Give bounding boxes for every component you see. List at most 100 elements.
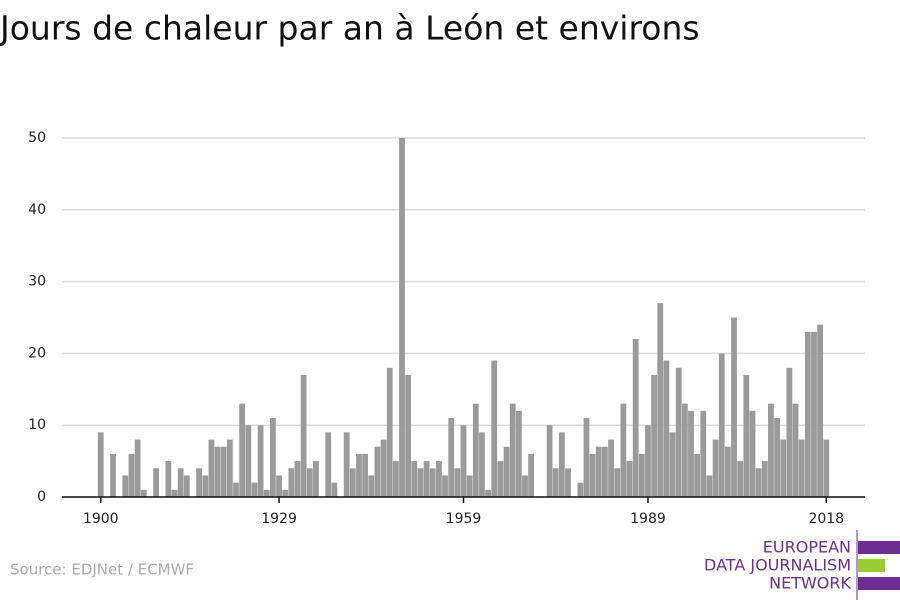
bar [356,453,362,497]
bar [368,475,375,497]
y-tick-label: 50 [28,130,46,146]
source: Source: EDJNet / ECMWF [10,561,194,579]
bar [811,331,817,497]
bar [282,489,289,497]
bar [503,446,510,497]
bar [239,403,246,497]
logo-bar [858,577,900,590]
bar [780,439,787,497]
bar [694,453,701,497]
bar [577,482,584,497]
bar [724,446,731,497]
bar [306,468,313,497]
bar [602,446,608,497]
bar [411,461,418,497]
bar [589,453,596,497]
x-tick-label: 1900 [83,511,119,527]
bar [528,453,535,497]
y-tick-label: 10 [28,417,46,433]
y-tick-label: 20 [28,345,46,361]
bar [220,446,227,497]
bar [663,360,670,497]
bar [214,446,221,497]
bar [558,432,565,497]
bar [712,439,719,497]
bar [651,374,657,497]
bar [380,439,387,497]
bar [804,331,811,497]
bar [276,475,282,497]
bar [251,482,258,497]
bar [362,453,369,497]
bar [466,475,473,497]
bar [325,432,332,497]
logo-bar [858,559,885,572]
bar [300,374,307,497]
bar [97,432,104,497]
bar [257,425,264,497]
bar [343,432,350,497]
bar [645,425,651,497]
bar [128,453,135,497]
y-tick-label: 30 [28,274,46,290]
bar [245,425,252,497]
logo-text: EUROPEAN [763,538,851,557]
bar [688,410,694,497]
bar [700,410,707,497]
bar [122,475,129,497]
bar [460,425,467,497]
bar [786,367,793,497]
logo-bar [858,541,900,554]
bar [657,303,664,497]
bar [349,468,356,497]
bar [374,446,381,497]
bar [681,403,688,497]
bar [196,468,203,497]
bar [153,468,159,497]
bar [177,468,184,497]
bar [429,468,436,497]
bar [110,453,116,497]
bar [737,461,744,497]
bar [620,403,627,497]
logo: EUROPEAN DATA JOURNALISM NETWORK [704,530,900,600]
x-tick-label: 1989 [630,511,666,527]
bar [706,475,713,497]
bar [263,489,270,497]
bar [497,461,504,497]
bar [755,468,762,497]
bar [626,461,633,497]
bar [608,439,614,497]
bar [288,468,295,497]
bar [749,410,756,497]
bar [761,461,768,497]
bar [472,403,479,497]
bar [183,475,190,497]
y-tick-label: 0 [37,489,46,505]
bar [140,489,147,497]
bar [270,418,276,497]
bar [718,353,725,497]
bar [638,453,645,497]
bar [546,425,553,497]
bar [448,418,455,497]
bar [823,439,830,497]
bar [442,475,448,497]
bar [491,360,498,497]
bar [632,339,639,497]
bar [792,403,799,497]
bar [405,374,412,497]
bar [202,475,209,497]
bar [731,317,737,497]
bar [226,439,233,497]
bar [675,367,682,497]
bar [515,410,522,497]
x-tick-label: 1929 [261,511,297,527]
bar [399,138,405,497]
bar [233,482,239,497]
x-tick-label: 2018 [808,511,844,527]
bar [423,461,430,497]
bar [485,489,491,497]
y-tick-label: 40 [28,202,46,218]
